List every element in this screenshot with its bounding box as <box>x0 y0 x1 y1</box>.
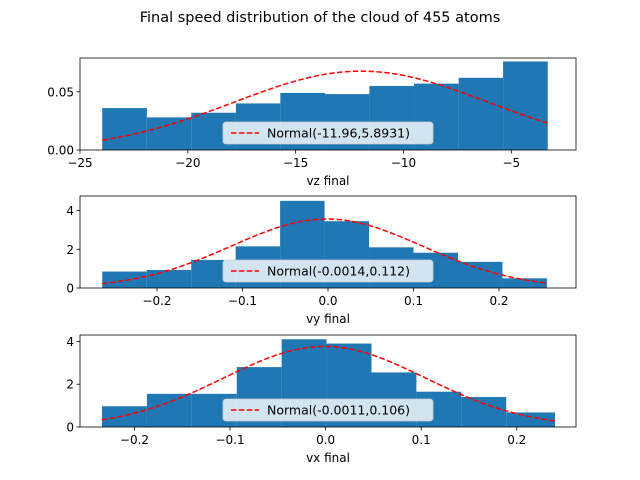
x-tick-label: 0.1 <box>404 294 423 308</box>
histogram-bar <box>146 393 192 427</box>
legend-box <box>222 121 434 145</box>
x-tick-label: 0.2 <box>507 433 526 447</box>
y-tick-label: 2 <box>66 378 74 392</box>
histogram-bar <box>503 61 548 150</box>
legend: Normal(-0.0014,0.112) <box>222 259 434 283</box>
histogram-bar <box>461 397 507 427</box>
subplot-3: −0.2 −0.1 0.0 0.1 0.2 0 2 4 vx final Normal(-0.00… <box>66 334 577 465</box>
x-tick-label: −15 <box>283 156 308 170</box>
normal-fit-line <box>102 218 548 285</box>
x-tick-label: −10 <box>391 156 416 170</box>
subplot-2: −0.2 −0.1 0.0 0.1 0.2 0 2 4 vy final Normal(-0.00… <box>66 195 577 326</box>
figure-title: Final speed distribution of the cloud of… <box>140 10 501 26</box>
y-tick-label: 2 <box>66 243 74 257</box>
x-tick-label: −5 <box>502 156 520 170</box>
subplot-1: −25 −20 −15 −10 −5 0.00 0.05 vz final Normal(-11… <box>47 57 577 188</box>
legend-box <box>222 259 434 283</box>
legend: Normal(-0.0011,0.106) <box>222 398 434 422</box>
histogram-bar <box>146 117 192 150</box>
x-axis-label: vy final <box>306 312 350 326</box>
x-tick-label: 0.1 <box>412 433 431 447</box>
histogram-bar <box>502 278 547 288</box>
x-tick-label: −0.1 <box>228 294 257 308</box>
histogram-bar <box>506 412 555 427</box>
axes-frame <box>79 334 577 428</box>
x-tick-label: −25 <box>67 156 92 170</box>
axes-frame <box>79 57 577 151</box>
y-tick-label: 4 <box>66 204 74 218</box>
legend-label: Normal(-11.96,5.8931) <box>267 126 410 141</box>
x-axis-label: vz final <box>306 174 349 188</box>
y-tick-label: 4 <box>66 335 74 349</box>
legend-label: Normal(-0.0014,0.112) <box>267 264 410 279</box>
x-tick-label: −0.1 <box>215 433 244 447</box>
histogram-bar <box>146 269 192 288</box>
y-tick-label: 0.05 <box>47 85 74 99</box>
legend: Normal(-11.96,5.8931) <box>222 121 434 145</box>
y-tick-label: 0.00 <box>47 144 74 158</box>
normal-fit-line <box>102 70 548 141</box>
histogram-bar <box>457 261 503 288</box>
histogram-bar <box>102 108 147 150</box>
legend-box <box>222 398 434 422</box>
normal-fit-line <box>101 345 556 422</box>
x-tick-label: −20 <box>175 156 200 170</box>
x-tick-label: −0.2 <box>142 294 171 308</box>
x-tick-label: 0.0 <box>318 294 337 308</box>
x-axis-label: vx final <box>306 451 350 465</box>
y-tick-label: 0 <box>66 421 74 435</box>
x-tick-label: 0.2 <box>489 294 508 308</box>
x-tick-label: −0.2 <box>120 433 149 447</box>
histogram-bar <box>102 271 147 288</box>
histogram-bar <box>101 406 147 427</box>
y-tick-label: 0 <box>66 282 74 296</box>
x-tick-label: 0.0 <box>316 433 335 447</box>
histogram-bar <box>458 77 504 150</box>
legend-label: Normal(-0.0011,0.106) <box>267 403 410 418</box>
